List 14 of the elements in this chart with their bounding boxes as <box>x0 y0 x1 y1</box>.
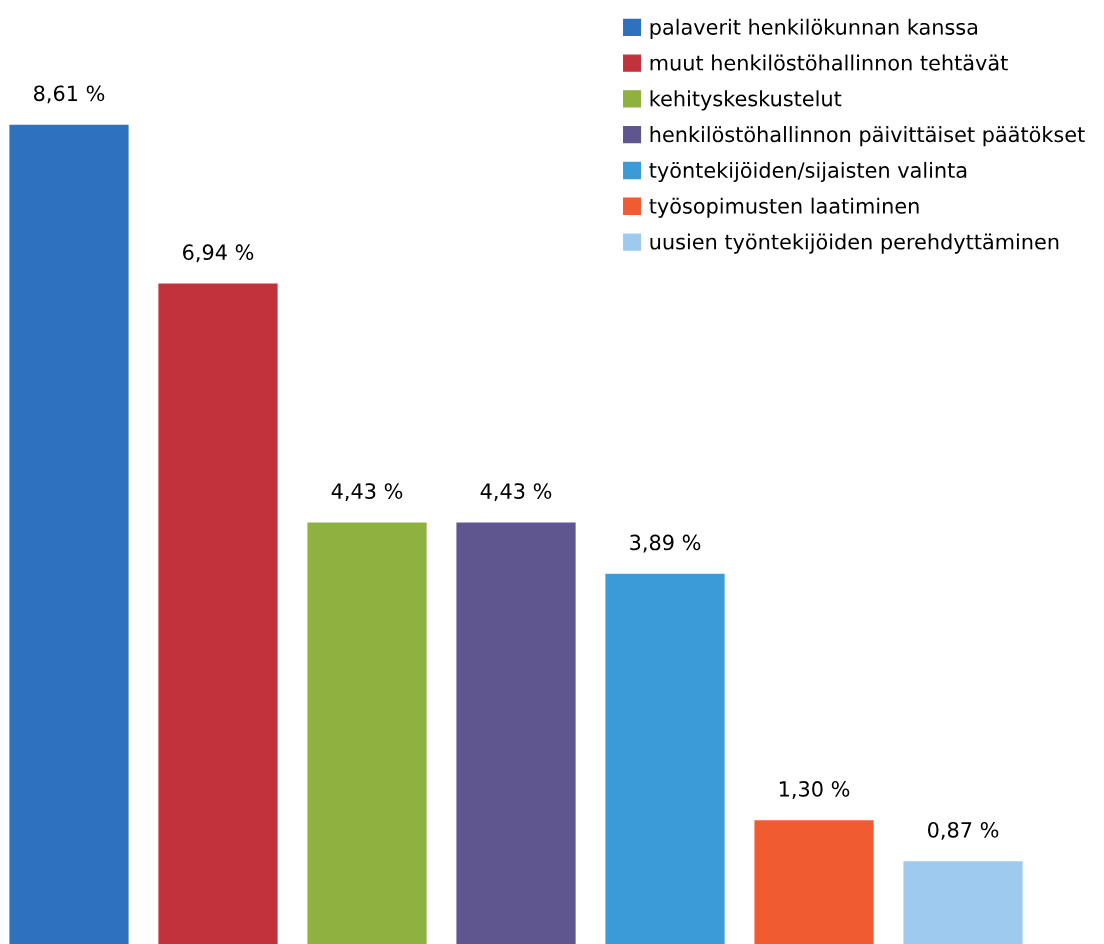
data-label: 4,43 % <box>480 483 552 502</box>
legend-label: työsopimusten laatiminen <box>649 197 919 218</box>
data-label: 0,87 % <box>928 821 999 840</box>
legend-label: palaverit henkilökunnan kanssa <box>650 18 978 39</box>
legend-label: uusien työntekijöiden perehdyttäminen <box>650 233 1059 254</box>
legend-label: henkilöstöhallinnon päivittäiset päätökset <box>650 126 1085 147</box>
legend-label: muut henkilöstöhallinnon tehtävät <box>650 54 1008 71</box>
data-label: 3,89 % <box>630 534 701 553</box>
data-label: 8,61 % <box>34 85 105 104</box>
legend-label: työntekijöiden/sijaisten valinta <box>649 161 967 183</box>
data-label: 1,30 % <box>779 781 850 799</box>
legend-label: kehityskeskustelut <box>650 90 842 111</box>
data-label: 4,43 % <box>331 483 403 502</box>
data-label: 6,94 % <box>183 244 254 263</box>
